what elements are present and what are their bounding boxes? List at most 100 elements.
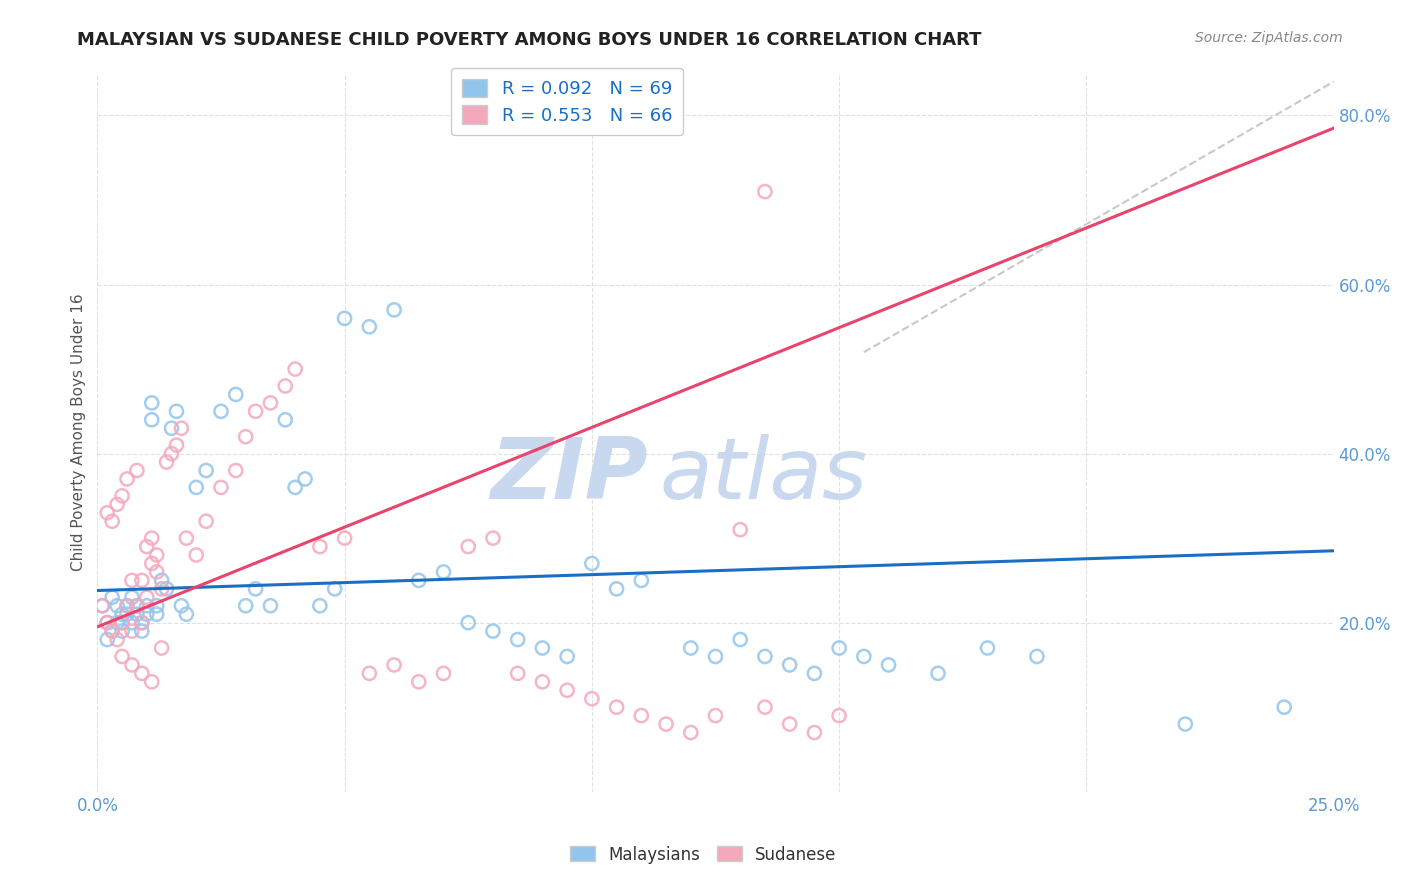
Point <box>125 599 148 613</box>
Point <box>96 632 118 647</box>
Y-axis label: Child Poverty Among Boys Under 16: Child Poverty Among Boys Under 16 <box>72 293 86 571</box>
Point <box>101 591 124 605</box>
Point <box>245 404 267 418</box>
Point <box>457 540 479 554</box>
Point <box>170 599 193 613</box>
Point <box>309 540 332 554</box>
Point <box>145 599 167 613</box>
Point <box>111 607 134 622</box>
Point <box>105 599 128 613</box>
Text: atlas: atlas <box>659 434 868 517</box>
Point <box>274 379 297 393</box>
Point <box>235 599 257 613</box>
Point <box>105 615 128 630</box>
Point <box>155 582 177 596</box>
Point <box>779 717 801 731</box>
Point <box>531 674 554 689</box>
Point <box>176 607 198 622</box>
Point <box>828 640 851 655</box>
Point <box>457 615 479 630</box>
Point <box>259 396 281 410</box>
Point <box>235 430 257 444</box>
Point <box>679 725 702 739</box>
Point <box>531 640 554 655</box>
Point <box>482 531 505 545</box>
Point <box>754 700 776 714</box>
Point <box>160 421 183 435</box>
Point <box>259 599 281 613</box>
Point <box>779 657 801 672</box>
Point <box>131 574 153 588</box>
Point <box>115 607 138 622</box>
Point <box>145 565 167 579</box>
Point <box>679 640 702 655</box>
Point <box>186 480 208 494</box>
Point <box>225 387 247 401</box>
Point <box>111 489 134 503</box>
Point <box>581 557 603 571</box>
Point <box>115 472 138 486</box>
Point <box>166 404 188 418</box>
Point <box>432 565 454 579</box>
Point <box>166 438 188 452</box>
Point <box>877 657 900 672</box>
Point <box>141 413 163 427</box>
Point <box>101 514 124 528</box>
Point <box>160 447 183 461</box>
Point <box>606 700 628 714</box>
Point <box>111 649 134 664</box>
Point <box>125 599 148 613</box>
Point <box>141 674 163 689</box>
Point <box>96 615 118 630</box>
Point <box>96 506 118 520</box>
Point <box>145 607 167 622</box>
Point <box>91 599 114 613</box>
Point <box>225 463 247 477</box>
Point <box>135 540 157 554</box>
Point <box>155 455 177 469</box>
Point <box>382 302 405 317</box>
Point <box>135 591 157 605</box>
Point <box>803 725 825 739</box>
Point <box>131 615 153 630</box>
Point <box>111 615 134 630</box>
Point <box>927 666 949 681</box>
Point <box>209 480 232 494</box>
Point <box>284 362 307 376</box>
Point <box>704 649 727 664</box>
Text: ZIP: ZIP <box>489 434 648 517</box>
Point <box>359 666 381 681</box>
Point <box>176 531 198 545</box>
Point <box>135 599 157 613</box>
Point <box>121 591 143 605</box>
Point <box>150 640 173 655</box>
Point <box>111 624 134 639</box>
Point <box>170 421 193 435</box>
Point <box>145 548 167 562</box>
Point <box>294 472 316 486</box>
Point <box>323 582 346 596</box>
Point <box>803 666 825 681</box>
Point <box>432 666 454 681</box>
Point <box>852 649 875 664</box>
Point <box>309 599 332 613</box>
Point <box>121 574 143 588</box>
Point <box>506 632 529 647</box>
Point <box>91 599 114 613</box>
Point <box>728 523 751 537</box>
Text: MALAYSIAN VS SUDANESE CHILD POVERTY AMONG BOYS UNDER 16 CORRELATION CHART: MALAYSIAN VS SUDANESE CHILD POVERTY AMON… <box>77 31 981 49</box>
Point <box>209 404 232 418</box>
Point <box>555 649 578 664</box>
Point <box>728 632 751 647</box>
Point <box>754 649 776 664</box>
Point <box>606 582 628 596</box>
Point <box>655 717 678 731</box>
Point <box>150 582 173 596</box>
Point <box>125 607 148 622</box>
Point <box>704 708 727 723</box>
Point <box>555 683 578 698</box>
Point <box>131 666 153 681</box>
Point <box>115 599 138 613</box>
Point <box>141 396 163 410</box>
Point <box>195 463 218 477</box>
